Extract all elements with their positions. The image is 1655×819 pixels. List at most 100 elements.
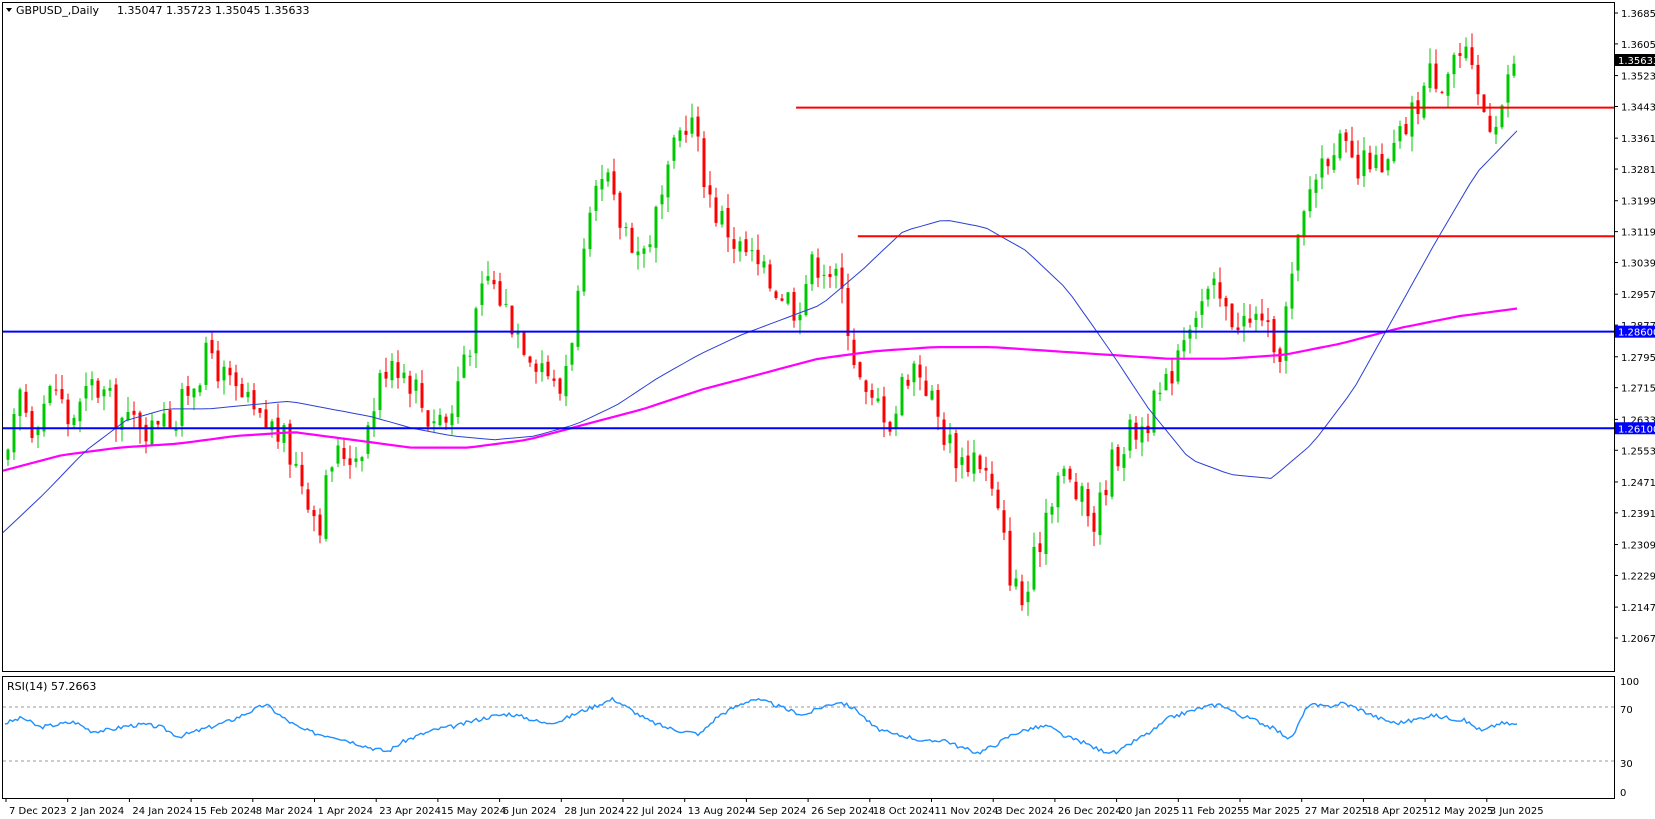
candle-bear bbox=[744, 239, 748, 253]
candle-bear bbox=[870, 389, 874, 398]
candle-bear bbox=[792, 291, 796, 321]
candle-bull bbox=[180, 389, 184, 426]
candle-bull bbox=[588, 212, 592, 250]
candle-bull bbox=[1212, 278, 1216, 286]
candle-bear bbox=[186, 386, 190, 396]
candle-bull bbox=[150, 420, 154, 445]
candle-bull bbox=[804, 284, 808, 316]
candle-bear bbox=[612, 171, 616, 195]
candle-bull bbox=[372, 411, 376, 429]
candle-bear bbox=[1074, 481, 1078, 500]
candle-bear bbox=[1230, 303, 1234, 328]
x-tick-label: 6 Jun 2024 bbox=[503, 806, 557, 817]
candle-bear bbox=[1266, 320, 1270, 322]
candle-bear bbox=[882, 396, 886, 423]
candle-bear bbox=[252, 390, 256, 410]
horizontal-levels[interactable] bbox=[3, 106, 1614, 430]
dropdown-triangle-icon[interactable] bbox=[6, 8, 12, 12]
price-tag-support-upper-bg bbox=[1615, 325, 1655, 338]
symbol-timeframe-label: GBPUSD_,Daily bbox=[16, 4, 100, 17]
candle-bull bbox=[468, 355, 472, 357]
candle-bear bbox=[684, 130, 688, 135]
candle-bull bbox=[1362, 150, 1366, 177]
candle-bull bbox=[1206, 288, 1210, 300]
candle-bear bbox=[258, 408, 262, 413]
candle-bear bbox=[1020, 581, 1024, 606]
candle-bear bbox=[300, 464, 304, 487]
candle-bear bbox=[24, 391, 28, 413]
y-tick-label: 1.31990 bbox=[1621, 197, 1655, 208]
candle-bear bbox=[924, 380, 928, 396]
candle-bear bbox=[1134, 422, 1138, 440]
candle-bull bbox=[72, 417, 76, 426]
x-tick-label: 11 Nov 2024 bbox=[935, 806, 999, 817]
candle-bull bbox=[1284, 306, 1288, 361]
y-tick-label: 1.33610 bbox=[1621, 134, 1655, 145]
y-tick-label: 1.34430 bbox=[1621, 102, 1655, 113]
x-tick-label: 4 Sep 2024 bbox=[749, 806, 806, 817]
candle-bull bbox=[78, 401, 82, 422]
candle-bear bbox=[30, 411, 34, 438]
price-panel-frame bbox=[2, 2, 1615, 672]
candle-bull bbox=[810, 254, 814, 285]
rsi-indicator bbox=[3, 696, 1614, 762]
rsi-label: RSI(14) 57.2663 bbox=[7, 680, 96, 693]
x-tick-label: 3 Dec 2024 bbox=[996, 806, 1054, 817]
candle-bear bbox=[1170, 371, 1174, 384]
candle-bull bbox=[1242, 315, 1246, 327]
price-tags: 1.28600 1.26100 1.35633 bbox=[1615, 54, 1655, 435]
candle-bull bbox=[1062, 468, 1066, 477]
candle-bull bbox=[690, 117, 694, 134]
candle-bear bbox=[1458, 53, 1462, 56]
candle-bull bbox=[480, 283, 484, 305]
candle-bull bbox=[1122, 454, 1126, 468]
candle-bull bbox=[414, 379, 418, 391]
candle-bull bbox=[1140, 426, 1144, 443]
candle-bear bbox=[444, 416, 448, 423]
price-axis: 1.36850 1.36050 1.35230 1.34430 1.33610 1.328… bbox=[1614, 9, 1655, 645]
candle-bear bbox=[210, 339, 214, 354]
y-tick-label: 1.24710 bbox=[1621, 478, 1655, 489]
candle-bull bbox=[6, 449, 10, 460]
candle-bear bbox=[1488, 115, 1492, 132]
candle-bull bbox=[738, 241, 742, 252]
candle-bull bbox=[1026, 591, 1030, 603]
candle-bull bbox=[750, 250, 754, 252]
candle-bull bbox=[1182, 340, 1186, 352]
candle-bull bbox=[1110, 449, 1114, 497]
candle-bull bbox=[1296, 234, 1300, 271]
x-tick-label: 26 Dec 2024 bbox=[1058, 806, 1122, 817]
candle-bull bbox=[438, 414, 442, 426]
candle-bull bbox=[1422, 85, 1426, 118]
y-tick-label: 1.20670 bbox=[1621, 634, 1655, 645]
candle-bull bbox=[1410, 102, 1414, 137]
y-tick-label: 1.36850 bbox=[1621, 9, 1655, 20]
candle-bull bbox=[1188, 329, 1192, 339]
candle-bear bbox=[1272, 319, 1276, 353]
candle-bear bbox=[66, 399, 70, 425]
candle-bear bbox=[906, 379, 910, 386]
candle-bull bbox=[822, 274, 826, 276]
candle-bull bbox=[786, 292, 790, 304]
candle-bear bbox=[774, 291, 778, 298]
candle-bear bbox=[1008, 530, 1012, 586]
candle-bull bbox=[672, 137, 676, 161]
x-tick-label: 8 Mar 2024 bbox=[256, 806, 313, 817]
candle-bear bbox=[978, 455, 982, 470]
candle-bear bbox=[1092, 512, 1096, 532]
candle-bear bbox=[1368, 152, 1372, 170]
y-tick-label: 1.36050 bbox=[1621, 40, 1655, 51]
x-tick-label: 13 Aug 2024 bbox=[688, 806, 752, 817]
rsi-level-0: 0 bbox=[1620, 788, 1626, 799]
candle-bear bbox=[768, 264, 772, 289]
candle-bull bbox=[1176, 350, 1180, 382]
candlesticks bbox=[6, 33, 1516, 616]
candle-bull bbox=[720, 210, 724, 225]
x-tick-label: 1 Apr 2024 bbox=[318, 806, 373, 817]
candle-bull bbox=[1332, 155, 1336, 170]
candle-bull bbox=[798, 314, 802, 321]
candle-bear bbox=[1434, 63, 1438, 89]
candle-bear bbox=[852, 339, 856, 365]
